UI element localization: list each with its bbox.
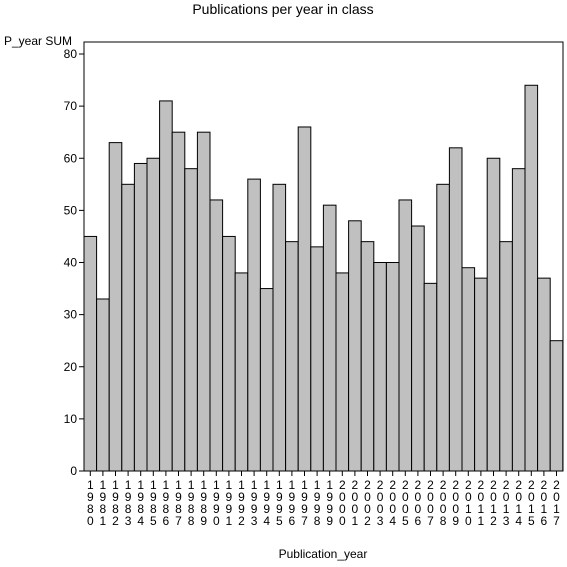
bar xyxy=(171,131,186,472)
y-axis-label: P_year SUM xyxy=(4,34,72,48)
x-axis-label: Publication_year xyxy=(279,547,368,561)
bar xyxy=(385,262,400,472)
bar xyxy=(398,199,413,472)
bar xyxy=(474,277,488,472)
bar xyxy=(297,126,312,472)
bar xyxy=(322,204,337,472)
bar xyxy=(549,340,564,472)
bar xyxy=(259,288,274,472)
bars xyxy=(83,84,564,472)
bar xyxy=(486,157,501,472)
bar xyxy=(524,84,539,472)
y-tick-label: 10 xyxy=(64,412,78,426)
y-tick-label: 50 xyxy=(64,203,78,217)
x-axis: 1 9 8 0 1 9 8 1 1 9 8 2 1 9 8 3 1 9 8 4 1 9 8 5 1 9 8 6 1 9 8 7 1 9 8 8 1 9 8 9… xyxy=(87,471,560,528)
y-tick-label: 40 xyxy=(64,256,78,270)
bar xyxy=(234,272,249,472)
bar xyxy=(209,199,224,472)
y-tick-label: 70 xyxy=(64,99,78,113)
bar xyxy=(108,142,123,472)
bar xyxy=(159,100,173,472)
chart-title: Publications per year in class xyxy=(192,1,373,17)
bar xyxy=(121,183,135,472)
bar xyxy=(373,262,387,472)
bar xyxy=(146,157,161,472)
y-tick-label: 20 xyxy=(64,360,78,374)
bar xyxy=(461,267,476,472)
bar xyxy=(511,168,526,472)
bar xyxy=(499,241,513,472)
bar xyxy=(196,131,211,472)
bar xyxy=(133,162,148,472)
bar xyxy=(285,241,299,472)
y-tick-label: 0 xyxy=(70,464,77,478)
bar xyxy=(335,272,350,472)
bar xyxy=(310,246,324,472)
bar xyxy=(436,183,450,472)
bar xyxy=(222,235,236,472)
bar xyxy=(423,282,438,472)
bar xyxy=(348,220,362,472)
bar xyxy=(272,183,287,472)
bar xyxy=(96,298,110,472)
y-tick-label: 80 xyxy=(64,47,78,61)
bar xyxy=(448,147,463,472)
bar xyxy=(537,277,551,472)
bar xyxy=(247,178,261,472)
bar xyxy=(411,225,425,472)
bar xyxy=(360,241,375,472)
y-tick-label: 60 xyxy=(64,151,78,165)
bar xyxy=(184,168,198,472)
bar xyxy=(83,235,98,472)
y-tick-label: 30 xyxy=(64,308,78,322)
